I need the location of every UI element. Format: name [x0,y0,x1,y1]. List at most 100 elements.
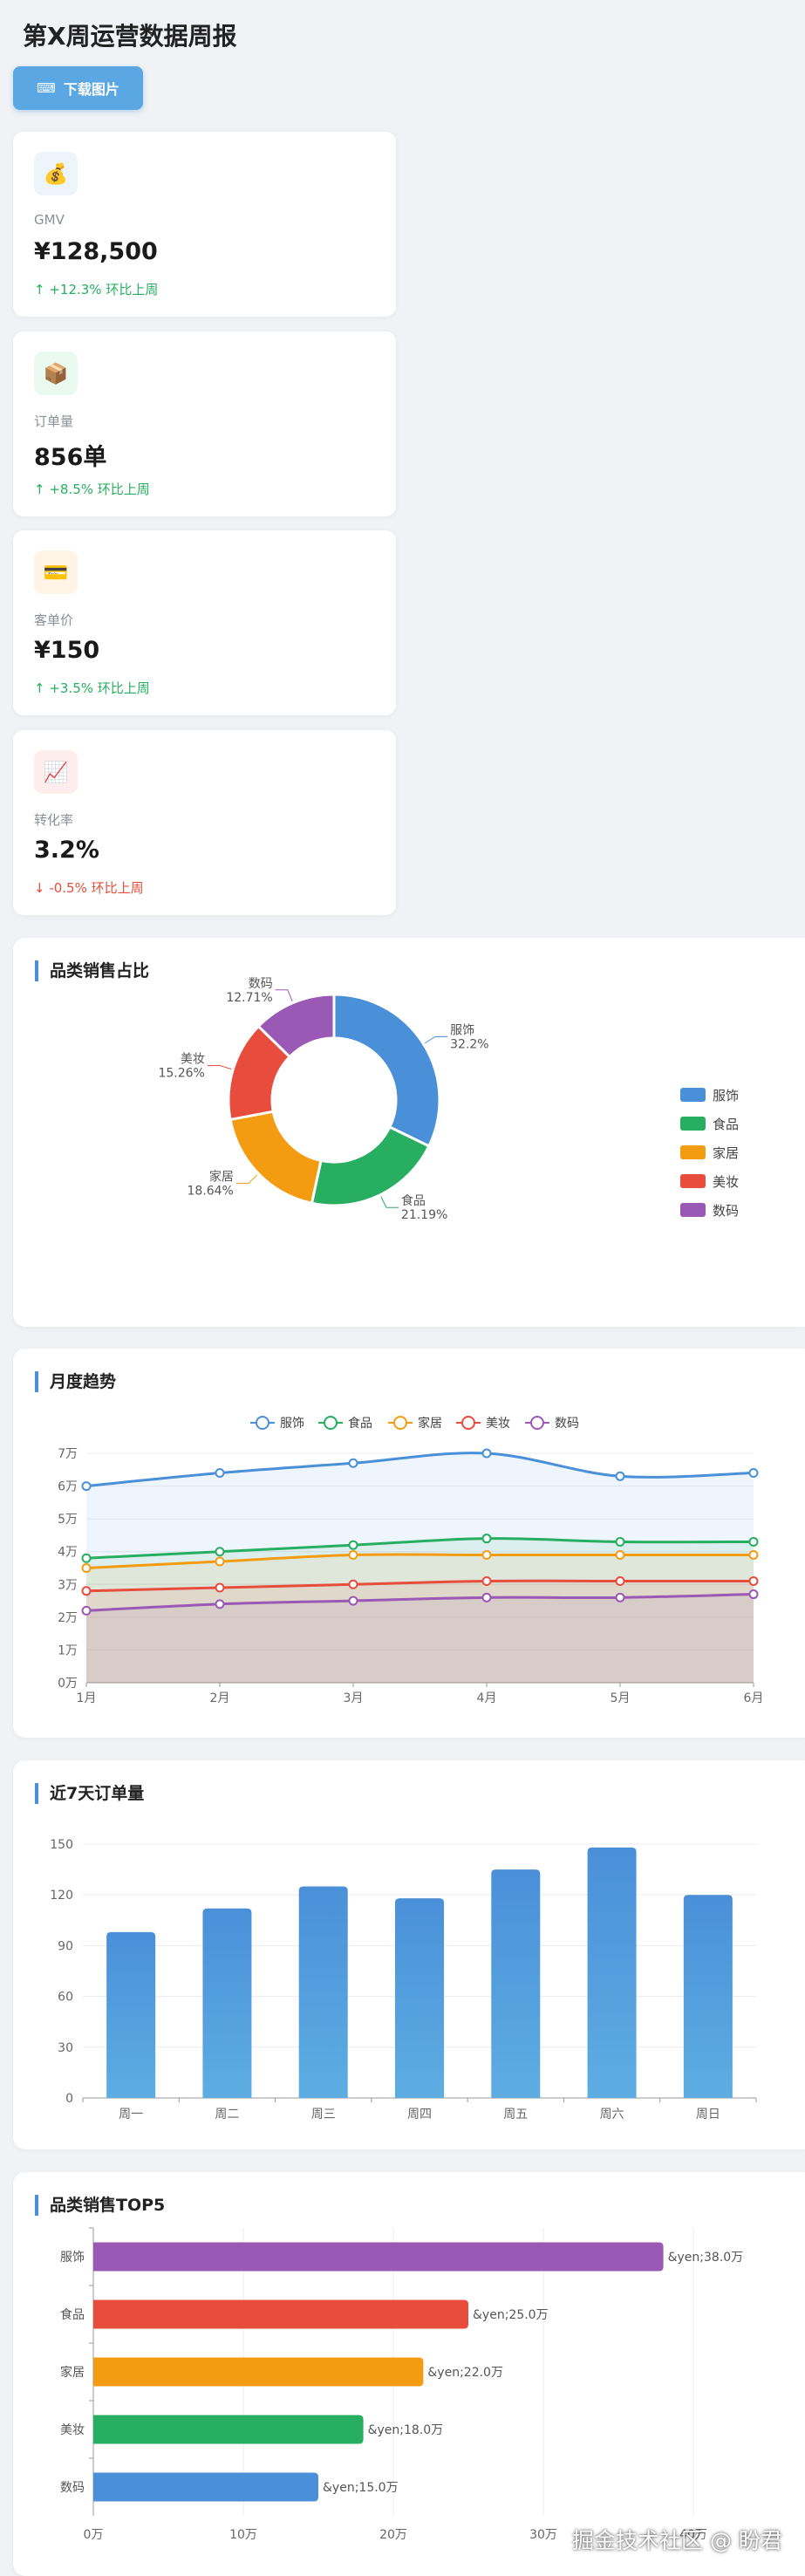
donut-chart: 服饰32.2%食品21.19%家居18.64%美妆15.26%数码12.71%服… [158,977,739,1222]
bar-食品 [93,2299,468,2329]
x-tick-label: 周日 [696,2108,720,2122]
series-line-家居 [85,1553,754,1569]
x-tick-label: 30万 [529,2528,557,2542]
kpi-label: 订单量 [34,413,74,429]
bar-value-label: &yen;25.0万 [473,2308,549,2322]
x-tick-label: 周三 [311,2108,336,2122]
series-area-美妆 [86,1581,754,1683]
y-tick-label: 1万 [58,1643,78,1657]
kpi-value: 3.2% [34,837,99,864]
x-tick-label: 周一 [119,2108,143,2122]
x-tick-label: 周五 [503,2108,528,2122]
y-tick-label: 30 [58,2041,73,2055]
x-tick-label: 4月 [477,1691,497,1705]
y-tick-label: 5万 [58,1513,78,1527]
data-point [348,1458,358,1468]
x-tick-label: 周二 [215,2108,239,2122]
data-point [348,1549,358,1560]
download-image-button[interactable]: ⌨ 下载图片 [13,66,143,110]
legend-label: 数码 [555,1417,579,1431]
y-tick-label: 0 [65,2092,73,2106]
y-tick-label: 食品 [60,2307,85,2322]
series-area-食品 [86,1538,754,1683]
kpi-value: ¥128,500 [34,238,158,265]
x-tick-label: 10万 [229,2528,257,2542]
bar-value-label: &yen;38.0万 [668,2251,744,2265]
pie-leader-line [380,1196,399,1208]
kpi-change: ↓ -0.5% 环比上周 [34,880,144,896]
category-share-card: 品类销售占比 服饰 32.2% 食品 21.19% 家居 18.64% 美妆 15.26% 数码… [13,938,805,1327]
x-tick-label: 周四 [407,2108,432,2122]
y-tick-label: 美妆 [60,2423,85,2437]
page-title: 第X周运营数据周报 [23,22,237,51]
pie-label-value: 32.2% [450,1037,488,1051]
x-tick-label: 5月 [611,1691,631,1705]
bar-周三 [298,1886,348,2098]
y-tick-label: 3万 [58,1578,78,1592]
data-point [81,1481,92,1492]
legend-marker-数码 [530,1416,544,1430]
monthly-trend-card: 月度趋势 0万 1万 2万 3万 4万 5万 6万 7万 1月 2月 3月 4月 5月 6月 服饰 食品 家居 美… [13,1349,805,1738]
legend-label: 家居 [418,1416,442,1431]
data-point [348,1595,358,1606]
x-tick-label: 1月 [77,1691,97,1705]
data-point [215,1556,225,1567]
bar-周二 [202,1908,252,2098]
bar-周日 [683,1895,733,2098]
data-point [481,1576,492,1587]
y-tick-label: 90 [58,1939,73,1953]
pie-leader-line [207,1064,232,1069]
pie-slice-数码 [256,993,336,1058]
bar-服饰 [93,2242,664,2272]
x-tick-label: 3月 [344,1691,364,1705]
card-title: 品类销售占比 [35,960,149,981]
weekly-orders-card: 近7天订单量 0 30 60 90 120 150 周一 周二 周三 周四 周五 周六 周日 [13,1760,805,2149]
data-point [615,1549,625,1560]
y-tick-label: 60 [58,1991,73,2005]
data-point [81,1563,92,1573]
series-line-食品 [85,1537,754,1560]
legend-label: 美妆 [713,1174,739,1190]
pie-leader-line [235,1174,258,1185]
bar-周六 [587,1847,637,2098]
legend-swatch-服饰 [680,1088,706,1102]
series-line-服饰 [85,1452,754,1488]
legend-label: 家居 [713,1145,739,1161]
data-point [215,1468,225,1479]
pie-label-name: 服饰 [450,1023,474,1037]
bar-周五 [491,1869,541,2098]
series-area-服饰 [86,1452,754,1683]
data-point [615,1471,625,1481]
chart-icon: 📈 [34,750,78,794]
bar-数码 [93,2472,318,2502]
keyboard-icon: ⌨ [37,80,56,96]
data-point [348,1540,358,1550]
bar-家居 [93,2357,424,2387]
kpi-card-aov: 💳 客单价 ¥150 ↑ +3.5% 环比上周 [13,530,396,715]
kpi-card-orders: 📦 订单量 856单 ↑ +8.5% 环比上周 [13,331,396,516]
series-area-数码 [86,1594,754,1683]
pie-label-value: 15.26% [158,1066,204,1080]
kpi-value: 856单 [34,444,107,471]
kpi-change: ↑ +8.5% 环比上周 [34,482,150,497]
data-point [81,1553,92,1563]
card-title: 近7天订单量 [35,1783,144,1804]
legend-label: 食品 [348,1416,372,1431]
legend-swatch-美妆 [680,1174,706,1188]
x-tick-label: 40万 [679,2528,707,2542]
kpi-label: GMV [34,212,65,228]
pie-label-name: 食品 [401,1193,426,1208]
money-bag-icon: 💰 [34,152,78,195]
series-line-数码 [85,1593,754,1612]
data-point [615,1576,625,1587]
legend-marker-食品 [324,1416,338,1430]
bar-value-label: &yen;22.0万 [427,2366,503,2380]
legend-label: 服饰 [280,1417,304,1431]
download-label: 下载图片 [63,81,119,98]
bar-周一 [106,1931,156,2098]
pie-slice-家居 [229,1110,323,1205]
data-point [748,1576,759,1587]
pie-leader-line [424,1035,448,1044]
credit-card-icon: 💳 [34,550,78,594]
data-point [215,1599,225,1609]
